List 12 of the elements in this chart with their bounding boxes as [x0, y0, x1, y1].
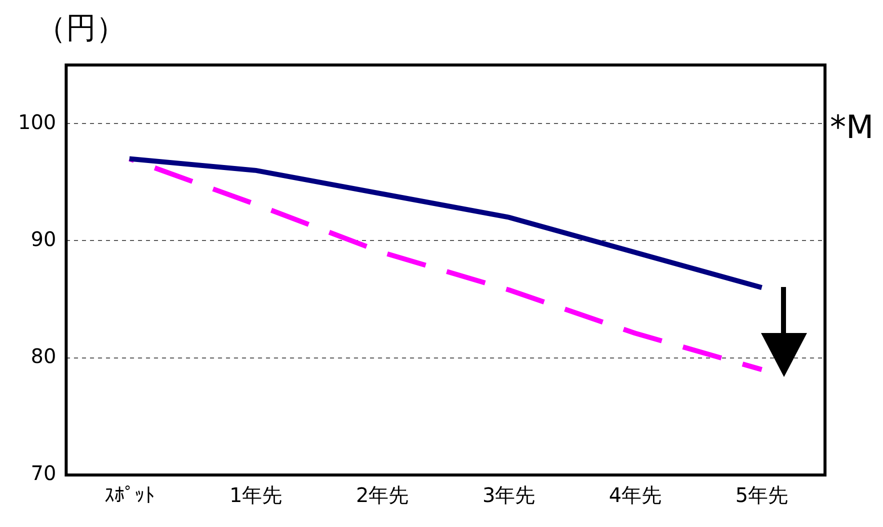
- text: *M: [830, 108, 874, 146]
- x-tick-label: 5年先: [735, 483, 788, 508]
- x-tick-label: 2年先: [356, 483, 409, 508]
- x-tick-label: 3年先: [482, 483, 536, 508]
- y-tick-label: 100: [18, 110, 56, 134]
- x-tick-label: 1年先: [230, 483, 282, 508]
- y-tick-label: 80: [30, 344, 56, 368]
- x-tick-label: 4年先: [608, 483, 662, 508]
- x-tick-label: ｽﾎﾟｯﾄ: [104, 483, 154, 508]
- y-tick-label: 90: [30, 226, 56, 251]
- y-axis-title: （円）: [36, 10, 126, 48]
- y-tick-label: 70: [30, 461, 56, 486]
